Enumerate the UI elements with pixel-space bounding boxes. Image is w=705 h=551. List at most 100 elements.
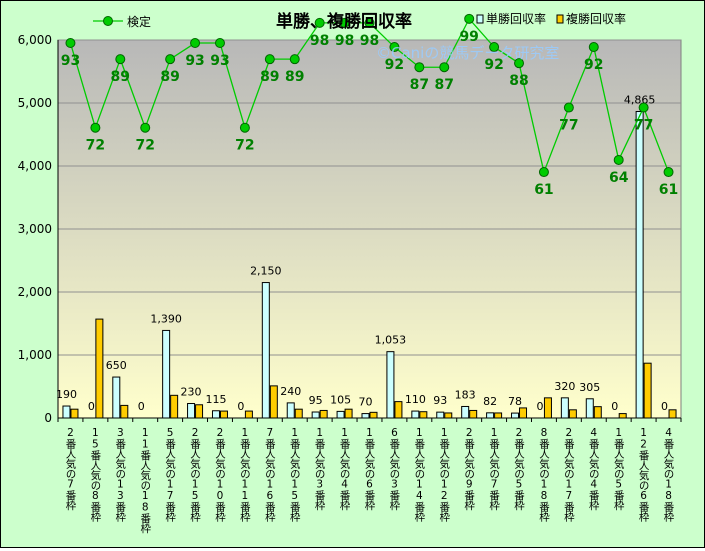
x-tick-label: 1番人気の14番枠 <box>413 427 425 523</box>
kentei-data-label: 87 <box>435 77 454 93</box>
tansho-data-label: 0 <box>611 400 618 413</box>
x-tick-label: 1番人気の6番枠 <box>364 427 376 511</box>
tansho-bar <box>211 410 220 419</box>
tansho-bar <box>411 410 420 419</box>
tansho-bar <box>486 412 495 419</box>
tansho-bar <box>635 111 644 419</box>
fukusho-bar <box>643 362 652 419</box>
tansho-bar <box>560 397 569 419</box>
tansho-data-label: 305 <box>579 381 600 394</box>
legend-kentei-marker <box>103 16 113 26</box>
tansho-bar <box>261 282 270 419</box>
fukusho-bar <box>70 408 79 419</box>
x-tick-label: 2番人気の9番枠 <box>463 427 475 511</box>
fukusho-bar <box>419 411 428 419</box>
x-tick-label: 1番人気の15番枠 <box>289 427 301 523</box>
tansho-data-label: 70 <box>359 396 373 409</box>
tansho-bar <box>361 413 370 419</box>
legend-tansho-label: 単勝回収率 <box>486 11 546 26</box>
y-tick-label: 4,000 <box>18 159 52 173</box>
kentei-data-label: 88 <box>509 73 528 89</box>
kentei-data-label: 93 <box>185 53 204 69</box>
kentei-data-label: 61 <box>659 182 678 198</box>
tansho-data-label: 0 <box>88 400 95 413</box>
kentei-point <box>90 122 101 133</box>
x-tick-label: 15番人気の8番枠 <box>89 427 101 523</box>
x-tick-label: 8番人気の18番枠 <box>538 427 550 523</box>
kentei-data-label: 93 <box>210 53 229 69</box>
tansho-bar <box>162 329 171 419</box>
x-axis: 2番人気の7番枠 15番人気の8番枠 3番人気の13番枠 11番人気の18番枠 5番人気… <box>57 417 682 534</box>
kentei-data-label: 99 <box>459 29 478 45</box>
tansho-data-label: 650 <box>106 359 127 372</box>
tansho-bar <box>286 402 295 419</box>
x-tick-label: 2番人気の15番枠 <box>189 427 201 523</box>
kentei-data-label: 93 <box>61 53 80 69</box>
kentei-data-label: 98 <box>310 33 329 49</box>
fukusho-bar <box>519 407 528 419</box>
kentei-point <box>289 54 300 65</box>
kentei-data-label: 72 <box>86 138 105 154</box>
kentei-point <box>140 122 151 133</box>
kentei-point <box>339 17 350 28</box>
fukusho-bar <box>444 412 453 419</box>
x-tick-label: 3番人気の13番枠 <box>114 427 126 523</box>
tansho-data-label: 0 <box>237 400 244 413</box>
kentei-point <box>65 38 76 49</box>
kentei-point <box>190 38 201 49</box>
tansho-data-label: 93 <box>433 394 447 407</box>
fukusho-bar <box>344 408 353 419</box>
kentei-point <box>214 38 225 49</box>
kentei-data-label: 77 <box>634 118 653 134</box>
tansho-bar <box>436 411 445 419</box>
x-tick-label: 2番人気の10番枠 <box>214 427 226 523</box>
tansho-bar <box>336 410 345 419</box>
kentei-line: 93 72 89 72 89 93 93 72 89 89 98 98 98 92 87 87 99 92 88 61… <box>61 13 678 198</box>
x-tick-label: 4番人気の18番枠 <box>663 427 675 523</box>
legend-kentei-label: 検定 <box>127 14 151 29</box>
tansho-data-label: 320 <box>554 380 575 393</box>
tansho-bar <box>511 412 520 419</box>
y-axis: 0 1,000 2,000 3,000 4,000 5,000 6,000 <box>18 33 59 425</box>
kentei-data-label: 72 <box>235 138 254 154</box>
fukusho-bar <box>593 406 602 419</box>
kentei-data-label: 87 <box>410 77 429 93</box>
fukusho-bar <box>244 410 253 419</box>
kentei-data-label: 72 <box>135 138 154 154</box>
fukusho-bar <box>120 404 129 419</box>
tansho-data-label: 78 <box>508 395 522 408</box>
kentei-point <box>364 17 375 28</box>
kentei-data-label: 92 <box>484 57 503 73</box>
y-tick-label: 5,000 <box>18 96 52 110</box>
kentei-point <box>314 17 325 28</box>
tansho-data-label: 183 <box>455 388 476 401</box>
tansho-data-label: 0 <box>661 400 668 413</box>
tansho-bar <box>585 398 594 419</box>
legend-fukusho-label: 複勝回収率 <box>566 11 626 26</box>
fukusho-bar <box>369 411 378 419</box>
y-tick-label: 6,000 <box>18 33 52 47</box>
y-tick-label: 2,000 <box>18 285 52 299</box>
tansho-bar <box>386 351 395 419</box>
kentei-data-label: 98 <box>360 33 379 49</box>
fukusho-bar <box>195 404 204 419</box>
kentei-point <box>638 102 649 113</box>
x-tick-label: 12番人気の6番枠 <box>638 427 650 523</box>
kentei-point <box>514 58 525 69</box>
fukusho-bar <box>618 413 627 419</box>
kentei-data-label: 61 <box>534 182 553 198</box>
x-tick-label: 2番人気の17番枠 <box>563 427 575 523</box>
tansho-data-label: 0 <box>138 400 145 413</box>
legend-fukusho-swatch <box>556 14 564 24</box>
kentei-data-label: 89 <box>285 69 304 85</box>
y-tick-label: 1,000 <box>18 348 52 362</box>
kentei-point <box>439 62 450 73</box>
kentei-point <box>239 122 250 133</box>
kentei-point <box>414 62 425 73</box>
x-tick-label: 6番人気の3番枠 <box>388 427 400 511</box>
legend-tansho-swatch <box>476 14 484 24</box>
x-tick-label: 2番人気の5番枠 <box>513 427 525 511</box>
